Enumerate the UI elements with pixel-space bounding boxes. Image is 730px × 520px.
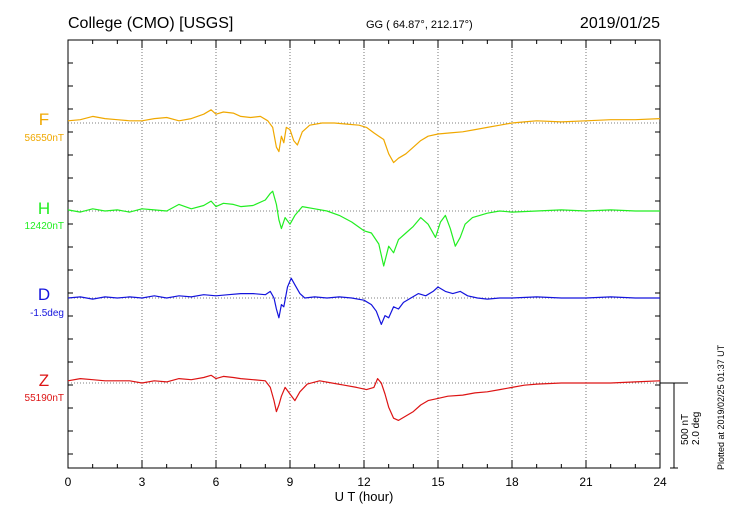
coords-label: GG ( 64.87°, 212.17°) [366,19,473,31]
x-tick-label: 9 [287,475,294,489]
x-tick-label: 24 [653,475,667,489]
x-tick-label: 0 [65,475,72,489]
series-labels: F 56550nT H 12420nT D -1.5deg Z 55190nT [25,110,64,404]
x-tick-label: 15 [431,475,445,489]
series-name-d: D [38,285,50,304]
series-baseline-value: 12420nT [25,221,64,232]
series-name-f: F [39,110,49,129]
x-tick-label: 12 [357,475,371,489]
x-tick-label: 6 [213,475,220,489]
series-baseline-value: -1.5deg [30,308,64,319]
series-line-z [67,374,661,421]
series-line-h [67,190,660,267]
x-tick-labels: 0 3 6 9 12 15 18 21 24 [65,475,667,489]
station-title: College (CMO) [USGS] [68,15,233,32]
plotted-timestamp: Plotted at 2019/02/25 01:37 UT [716,344,726,470]
series-line-d [67,277,660,325]
x-tick-label: 3 [139,475,146,489]
tick-marks [67,40,661,468]
date-label: 2019/01/25 [580,15,660,32]
scale-bar: 500 nT 2.0 deg [660,382,702,469]
series-lines [67,109,661,421]
grid-lines [141,40,587,468]
x-tick-label: 21 [579,475,593,489]
series-baseline-value: 56550nT [25,133,64,144]
x-tick-label: 18 [505,475,519,489]
series-name-z: Z [39,371,49,390]
x-axis-label: U T (hour) [335,489,394,504]
series-baseline-value: 55190nT [25,393,64,404]
scale-bar-deg: 2.0 deg [691,412,702,445]
series-name-h: H [38,199,50,218]
series-line-f [67,109,661,164]
scale-bar-nt: 500 nT [680,414,691,445]
